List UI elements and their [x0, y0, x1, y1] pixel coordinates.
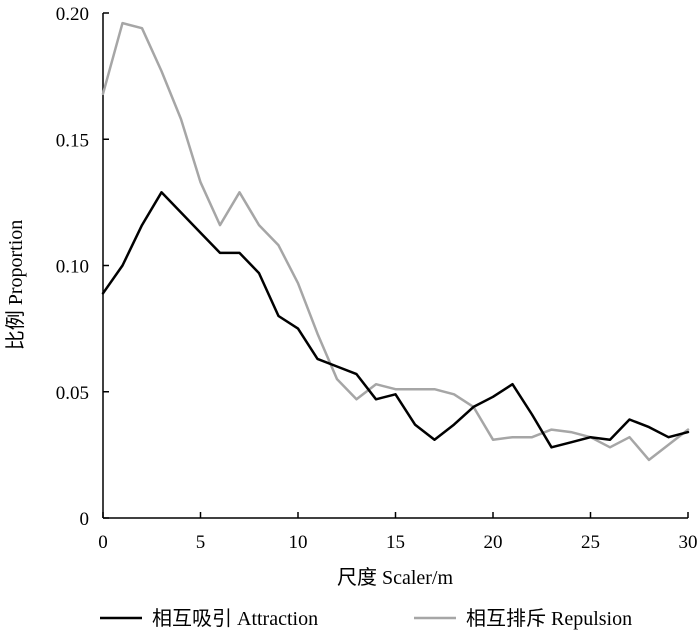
x-tick-label: 5 — [196, 532, 206, 553]
x-tick-label: 25 — [581, 532, 600, 553]
x-tick-label: 30 — [679, 532, 698, 553]
x-axis-label: 尺度 Scaler/m — [337, 566, 454, 589]
y-tick-label: 0.05 — [56, 383, 89, 404]
x-tick-label: 20 — [484, 532, 503, 553]
x-tick-label: 10 — [289, 532, 308, 553]
y-tick-label: 0.20 — [56, 4, 89, 25]
y-ticks: 0 0.05 0.10 0.15 0.20 — [56, 4, 109, 530]
x-ticks: 0 5 10 15 20 25 30 — [98, 512, 698, 553]
x-tick-label: 0 — [98, 532, 108, 553]
x-tick-label: 15 — [386, 532, 405, 553]
y-tick-label: 0 — [80, 509, 90, 530]
legend-label-attraction: 相互吸引 Attraction — [152, 607, 318, 630]
legend-label-repulsion: 相互排斥 Repulsion — [466, 607, 632, 630]
legend: 相互吸引 Attraction 相互排斥 Repulsion — [100, 607, 632, 630]
y-tick-label: 0.15 — [56, 130, 89, 151]
y-axis-label: 比例 Proportion — [4, 220, 27, 351]
series-line-attraction — [101, 191, 690, 449]
series-layer — [101, 21, 690, 462]
y-tick-label: 0.10 — [56, 257, 89, 278]
